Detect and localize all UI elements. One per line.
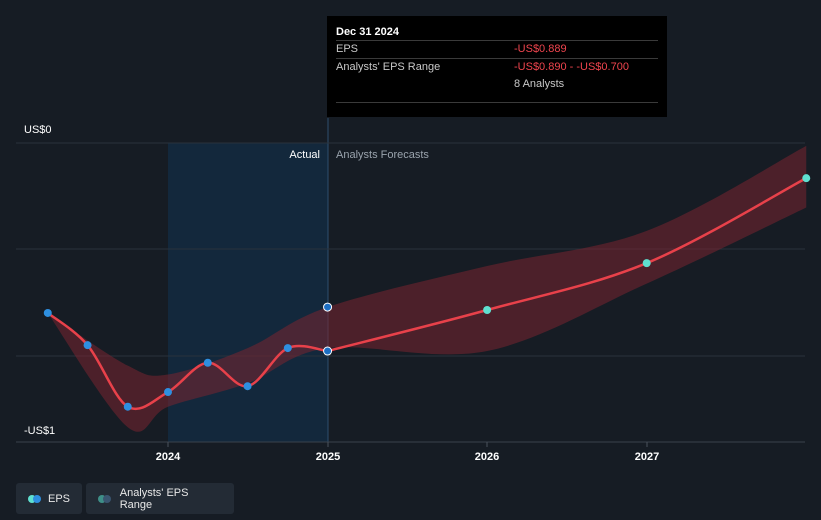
tooltip: Dec 31 2024 EPS -US$0.889 Analysts' EPS … [327,16,667,117]
tooltip-range-value: -US$0.890 - -US$0.700 [514,61,629,73]
tooltip-analysts-row: 8 Analysts [336,76,658,93]
eps-point-actual-4 [203,358,212,367]
legend-eps-label: EPS [47,492,70,505]
tooltip-range-label: Analysts' EPS Range [336,61,441,73]
eps-legend-icon [28,494,41,503]
eps-point-actual-6 [283,344,292,353]
eps-range-area [47,145,807,432]
forecast-label: Analysts Forecasts [336,149,429,161]
range-high-marker [323,302,333,312]
eps-point-actual-5 [243,382,252,391]
tooltip-eps-label: EPS [336,43,359,55]
eps-lines [46,177,807,410]
x-axis: 2024 2025 2026 2027 [16,441,805,463]
x-tick-label-2027: 2027 [635,451,659,463]
actual-label: Actual [289,149,320,161]
y-label-bottom: -US$1 [24,425,55,437]
eps-point-forecast-3 [802,174,811,183]
legend-range-label: Analysts' EPS Range [119,486,189,511]
y-label-top: US$0 [24,124,52,136]
eps-point-actual-1 [83,341,92,350]
eps-point-actual-7 [323,346,333,356]
eps-point-forecast-1 [483,306,492,315]
tooltip-divider [336,102,658,103]
eps-points [43,174,811,411]
eps-point-actual-0 [43,308,52,317]
legend-eps[interactable]: EPS [16,483,82,514]
tooltip-analysts: 8 Analysts [514,78,565,90]
eps-point-forecast-2 [642,259,651,268]
eps-point-actual-2 [123,402,132,411]
tooltip-date: Dec 31 2024 [336,26,399,38]
analysts-eps-range-band [47,145,807,432]
eps-line-forecast [327,177,807,353]
legend-analysts-eps-range[interactable]: Analysts' EPS Range [86,483,234,514]
range-legend-icon [98,494,112,503]
x-tick-label-2025: 2025 [316,451,340,463]
eps-line-actual [46,311,328,410]
tooltip-eps-value: -US$0.889 [514,43,567,55]
x-tick-label-2026: 2026 [475,451,499,463]
tooltip-range-row: Analysts' EPS Range -US$0.890 - -US$0.70… [336,58,658,76]
x-tick-label-2024: 2024 [156,451,181,463]
eps-point-actual-3 [164,388,172,397]
tooltip-eps-row: EPS -US$0.889 [336,40,658,58]
